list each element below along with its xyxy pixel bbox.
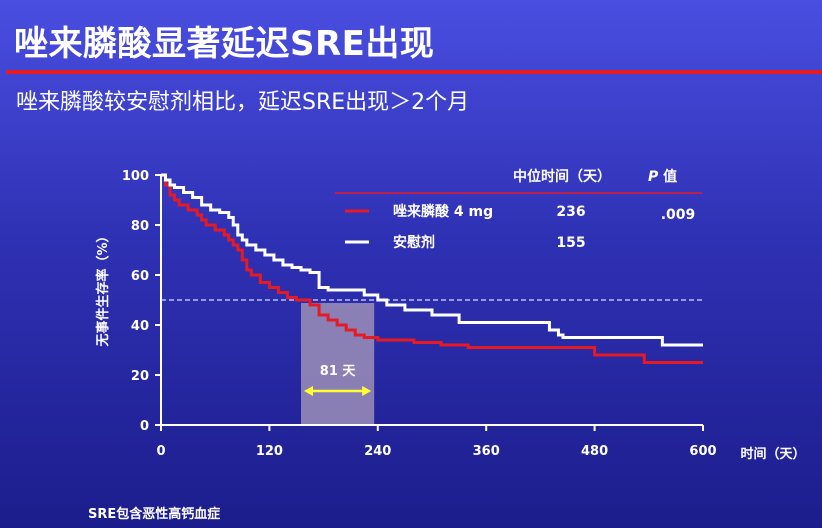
delay-arrow-right-head xyxy=(362,386,372,396)
legend-row-zoledronic-acid: 唑来膦酸 4 mg 236 .009 xyxy=(345,203,695,223)
x-tick-label: 0 xyxy=(156,444,165,459)
delay-label: 81 天 xyxy=(320,364,357,379)
x-tick-label: 480 xyxy=(581,444,608,459)
x-tick-label: 120 xyxy=(256,444,283,459)
x-tick-label: 360 xyxy=(473,444,500,459)
y-tick-label: 100 xyxy=(122,169,149,184)
legend-row-placebo: 安慰剂 155 xyxy=(345,234,586,251)
legend-p-header: P 值 xyxy=(648,168,677,185)
legend-median-value: 155 xyxy=(556,235,585,251)
zoledronic-acid-curve xyxy=(161,173,703,364)
legend-median-value: 236 xyxy=(556,204,585,220)
legend-p-value: .009 xyxy=(661,207,696,223)
footnote: SRE包含恶性高钙血症 xyxy=(88,507,221,522)
y-axis-label: 无事件生存率（%） xyxy=(95,229,111,347)
y-tick-label: 0 xyxy=(140,419,149,434)
slide-subtitle: 唑来膦酸较安慰剂相比，延迟SRE出现＞2个月 xyxy=(16,90,470,115)
legend-median-header: 中位时间（天） xyxy=(513,168,611,185)
y-tick-label: 80 xyxy=(131,219,149,234)
x-tick-label: 600 xyxy=(689,444,716,459)
title-underline xyxy=(6,70,822,74)
slide-title: 唑来膦酸显著延迟SRE出现 xyxy=(14,24,435,64)
y-tick-label: 40 xyxy=(131,319,149,334)
x-tick-label: 240 xyxy=(364,444,391,459)
y-tick-label: 20 xyxy=(131,369,149,384)
legend-series-name: 安慰剂 xyxy=(393,234,435,251)
y-tick-label: 60 xyxy=(131,269,149,284)
placebo-curve xyxy=(161,173,703,347)
delay-arrow-left-head xyxy=(304,386,314,396)
legend-series-name: 唑来膦酸 4 mg xyxy=(393,203,493,220)
x-axis-label: 时间（天） xyxy=(740,446,805,462)
